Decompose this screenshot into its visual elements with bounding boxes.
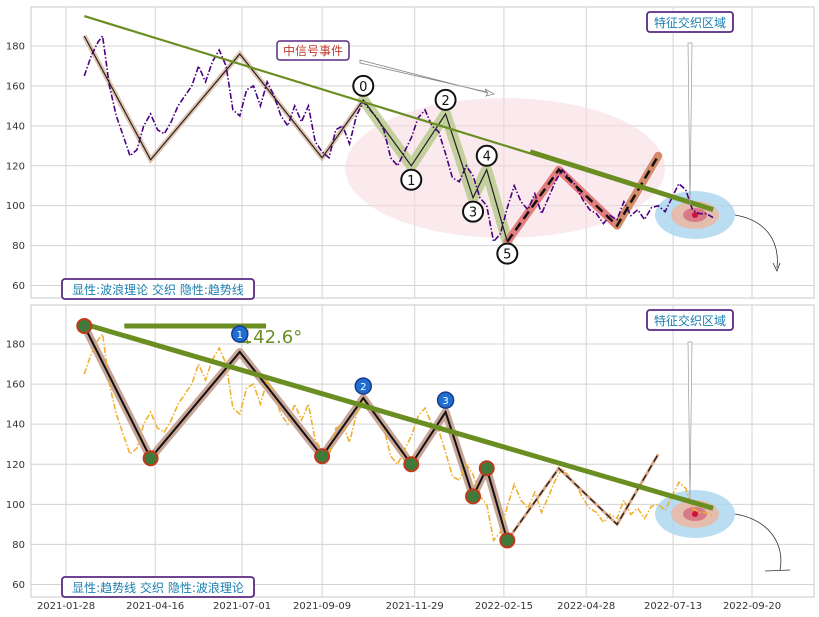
x-tick-label: 2022-07-13: [644, 601, 702, 612]
trendline-heavy-segment: [529, 149, 714, 213]
y-tick-label: 160: [6, 380, 25, 391]
numbered-pivot: [231, 325, 249, 343]
y-tick-label: 140: [6, 121, 25, 132]
y-tick-label: 80: [12, 540, 25, 551]
x-tick-label: 2022-09-20: [723, 601, 781, 612]
y-tick-label: 80: [12, 241, 25, 252]
wave-label-circle: [462, 200, 485, 223]
wave-label-text: 3: [469, 206, 477, 221]
y-tick-label: 120: [6, 460, 25, 471]
wave-region-ellipse: [345, 98, 665, 238]
feature-zone-dot: [692, 212, 698, 218]
trendline: [83, 321, 714, 511]
y-tick-label: 60: [12, 580, 25, 591]
y-tick-label: 100: [6, 500, 25, 511]
exit-arrow: [734, 513, 782, 571]
pivot-marker: [142, 450, 159, 467]
numbered-pivot-label: 1: [237, 330, 243, 341]
x-tick-label: 2022-04-28: [557, 601, 615, 612]
pivot-marker: [478, 460, 495, 477]
wave-label-circle: [475, 144, 498, 167]
exit-arrow-head: [772, 262, 781, 272]
numbered-pivot-label: 2: [360, 382, 366, 393]
x-tick-label: 2021-11-29: [386, 601, 444, 612]
wave-label-text: 0: [359, 80, 367, 95]
pivot-marker: [499, 532, 516, 549]
panel-caption-box: [61, 278, 255, 300]
x-tick-label: 2021-07-01: [213, 601, 271, 612]
wave-label-text: 1: [407, 174, 415, 189]
y-tick-label: 140: [6, 420, 25, 431]
y-tick-label: 100: [6, 201, 25, 212]
y-tick-label: 120: [6, 161, 25, 172]
projection-line: [506, 155, 660, 243]
wave-label-circle: [434, 88, 457, 111]
feature-zone-box: [646, 11, 734, 33]
signal-event-label: 中信号事件: [283, 43, 343, 58]
panel-2: 60 80 100 120 140 160 180: [6, 304, 815, 598]
feature-zone-dot: [692, 511, 698, 517]
numbered-pivot: [354, 377, 373, 395]
zigzag-line: [83, 35, 508, 242]
pivot-marker: [403, 456, 420, 473]
wave-label-text: 2: [441, 94, 449, 109]
exit-arrow-bar: [764, 569, 791, 572]
signal-event-arrow: [359, 59, 496, 97]
pivot-marker: [76, 317, 93, 334]
angle-label: ∡42.6°: [237, 327, 302, 348]
y-tick-label: 160: [6, 81, 25, 92]
panel-caption: 显性:波浪理论 交织 隐性:趋势线: [72, 282, 244, 297]
feature-zone-label: 特征交织区域: [654, 313, 726, 328]
feature-zone-arrow: [687, 42, 693, 206]
y-tick-label: 180: [6, 340, 25, 351]
wave-label-circle: [400, 168, 423, 191]
x-tick-label: 2021-01-28: [37, 601, 95, 612]
panel-caption-box: [61, 576, 255, 598]
wave-label-text: 5: [503, 248, 511, 263]
numbered-pivot-label: 3: [442, 396, 448, 407]
panel-caption: 显性:趋势线 交织 隐性:波浪理论: [72, 580, 244, 595]
pivot-marker: [314, 448, 331, 465]
projection-line: [506, 453, 659, 541]
x-tick-label: 2021-09-09: [293, 601, 351, 612]
y-tick-label: 60: [12, 281, 25, 292]
wave-label-text: 4: [483, 150, 491, 165]
feature-zone-arrow: [687, 341, 693, 501]
feature-zone-label: 特征交织区域: [654, 15, 726, 30]
feature-zone-box: [646, 309, 734, 331]
zigzag-line: [83, 325, 509, 541]
x-tick-label: 2022-02-15: [475, 601, 533, 612]
exit-arrow: [734, 214, 778, 269]
numbered-pivot: [436, 391, 455, 409]
x-tick-label: 2021-04-16: [126, 601, 184, 612]
pivot-marker: [465, 488, 482, 505]
wave-label-circle: [352, 74, 375, 97]
y-tick-label: 180: [6, 42, 25, 53]
wave-label-circle: [496, 242, 519, 265]
signal-event-box: [276, 40, 350, 61]
